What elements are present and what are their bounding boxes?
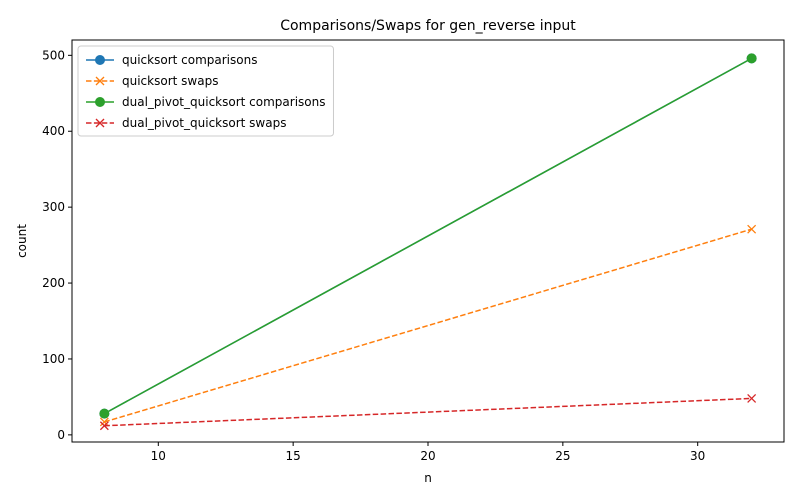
legend-entry: dual_pivot_quicksort swaps — [86, 116, 286, 130]
data-point — [99, 417, 109, 427]
x-tick-label: 15 — [286, 449, 301, 463]
legend-box — [77, 45, 334, 137]
legend: quicksort comparisons quicksort swaps dual… — [77, 45, 334, 137]
legend-marker — [95, 76, 105, 86]
legend-entry: quicksort comparisons — [86, 53, 257, 67]
y-tick-label: 300 — [42, 200, 65, 214]
x-tick-label: 25 — [555, 449, 570, 463]
data-point — [746, 53, 757, 64]
y-axis-title: count — [15, 224, 29, 258]
x-axis-title: n — [424, 471, 432, 485]
series-line — [104, 228, 752, 423]
x-tick-label: 20 — [420, 449, 435, 463]
x-tick-label: 30 — [690, 449, 705, 463]
data-point — [747, 224, 757, 234]
legend-label: quicksort swaps — [122, 74, 218, 88]
legend-label: dual_pivot_quicksort swaps — [122, 116, 286, 130]
data-point — [99, 421, 109, 431]
series-3 — [99, 53, 757, 419]
series-line — [104, 397, 752, 427]
y-tick-label: 0 — [57, 428, 65, 442]
legend-marker — [95, 55, 105, 65]
series-line — [104, 57, 752, 415]
legend-marker — [95, 97, 105, 107]
y-tick-label: 400 — [42, 124, 65, 138]
data-point — [99, 408, 110, 419]
y-tick-label: 500 — [42, 48, 65, 62]
series-4 — [99, 393, 757, 431]
legend-label: dual_pivot_quicksort comparisons — [122, 95, 325, 109]
chart-title: Comparisons/Swaps for gen_reverse input — [280, 18, 576, 34]
legend-marker — [95, 118, 105, 128]
series-2 — [99, 224, 757, 427]
y-tick-label: 200 — [42, 276, 65, 290]
legend-label: quicksort comparisons — [122, 53, 257, 67]
x-tick-label: 10 — [151, 449, 166, 463]
legend-entry: dual_pivot_quicksort comparisons — [86, 95, 325, 109]
legend-entry: quicksort swaps — [86, 74, 218, 88]
y-tick-label: 100 — [42, 352, 65, 366]
data-point — [747, 393, 757, 403]
plot-frame — [71, 39, 785, 443]
